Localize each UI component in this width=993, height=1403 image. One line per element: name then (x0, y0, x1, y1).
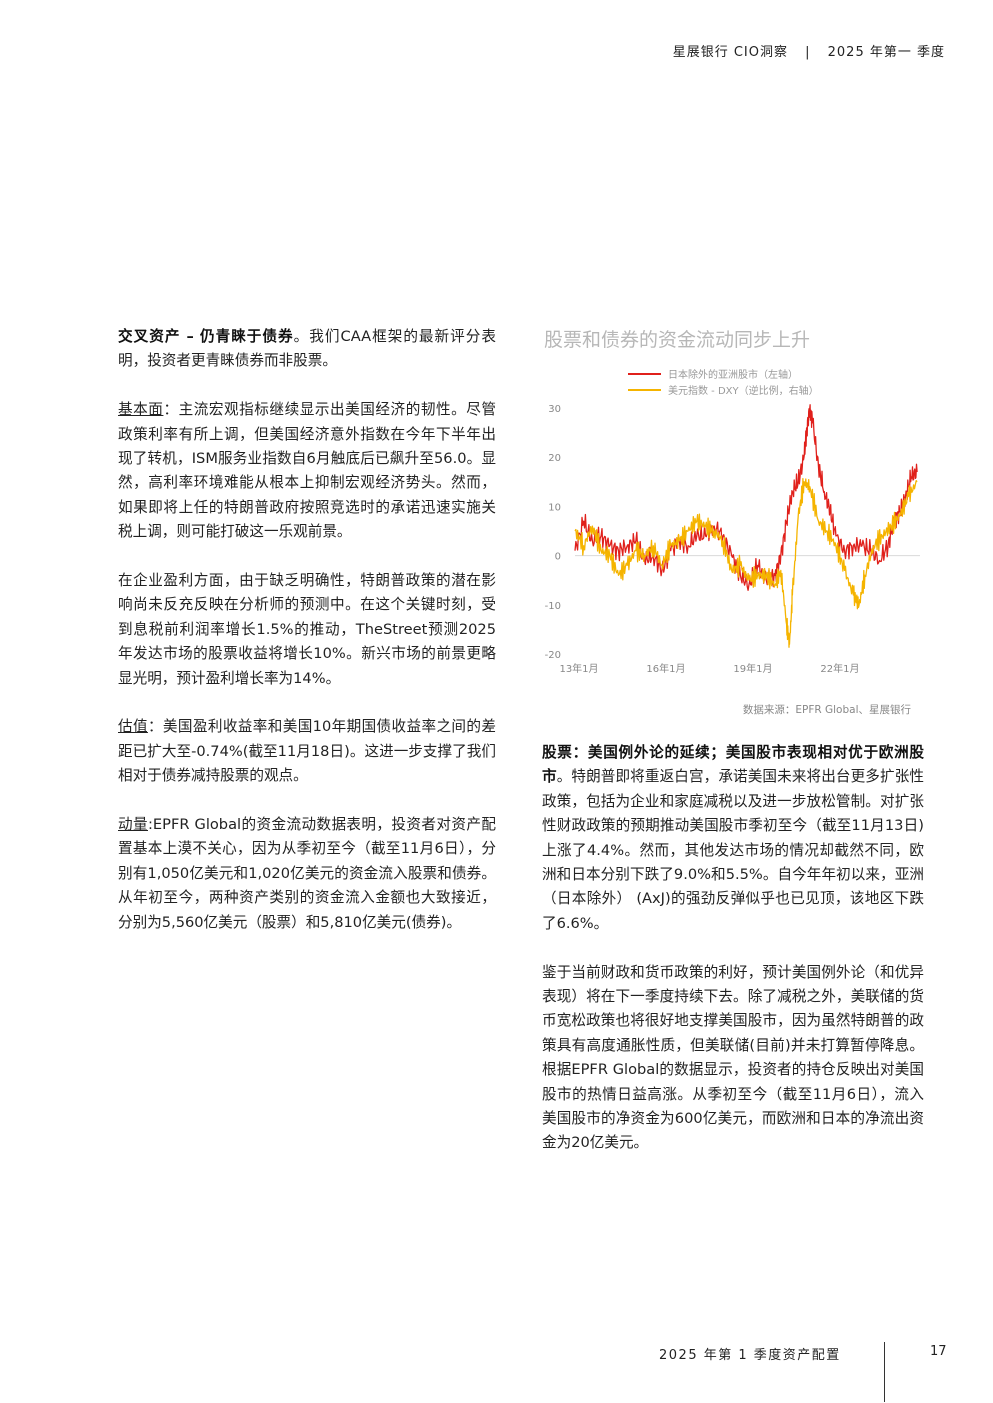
para-body: 在企业盈利方面，由于缺乏明确性，特朗普政策的潜在影响尚未反充反映在分析师的预测中… (118, 572, 496, 687)
flows-chart: 日本除外的亚洲股市（左轴） 美元指数 - DXY（逆比例，右轴） 30 20 10 0 -… (530, 360, 930, 690)
series-line-1 (574, 404, 918, 591)
para-cross-asset: 交叉资产 – 仍青睐于债券。我们CAA框架的最新评分表明，投资者更青睐债券而非股… (118, 325, 496, 374)
para-body: ：主流宏观指标继续显示出美国经济的韧性。尽管政策利率有所上调，但美国经济意外指数… (118, 401, 496, 541)
y-tick-label: 30 (548, 404, 561, 415)
para-lead: 估值 (118, 718, 148, 736)
right-column: 股票：美国例外论的延续；美国股市表现相对优于欧洲股市。特朗普即将重返白宫，承诺美… (542, 741, 924, 1180)
x-tick-label: 13年1月 (559, 662, 598, 675)
x-tick-label: 22年1月 (820, 662, 859, 675)
para-us-exceptionalism: 鉴于当前财政和货币政策的利好，预计美国例外论（和优异表现）将在下一季度持续下去。… (542, 961, 924, 1156)
para-equities: 股票：美国例外论的延续；美国股市表现相对优于欧洲股市。特朗普即将重返白宫，承诺美… (542, 741, 924, 936)
chart-source: 数据来源：EPFR Global、星展银行 (742, 704, 911, 716)
para-valuation: 估值：美国盈利收益率和美国10年期国债收益率之间的差距已扩大至-0.74%(截至… (118, 715, 496, 788)
para-momentum: 动量:EPFR Global的资金流动数据表明，投资者对资产配置基本上漠不关心，… (118, 813, 496, 935)
left-column: 交叉资产 – 仍青睐于债券。我们CAA框架的最新评分表明，投资者更青睐债券而非股… (118, 325, 496, 959)
para-body: 。特朗普即将重返白宫，承诺美国未来将出台更多扩张性政策，包括为企业和家庭减税以及… (542, 768, 924, 932)
y-tick-label: 20 (548, 453, 561, 464)
para-lead: 交叉资产 – 仍青睐于债券 (118, 328, 294, 345)
para-earnings: 在企业盈利方面，由于缺乏明确性，特朗普政策的潜在影响尚未反充反映在分析师的预测中… (118, 569, 496, 691)
legend-label: 美元指数 - DXY（逆比例，右轴） (668, 384, 819, 397)
header-separator: | (805, 45, 811, 60)
legend-label: 日本除外的亚洲股市（左轴） (668, 368, 798, 381)
chart-title: 股票和债券的资金流动同步上升 (544, 329, 811, 351)
para-lead: 基本面 (118, 401, 164, 419)
header-period: 2025 年第一 季度 (827, 45, 945, 60)
para-fundamentals: 基本面：主流宏观指标继续显示出美国经济的韧性。尽管政策利率有所上调，但美国经济意… (118, 398, 496, 544)
para-body: ：美国盈利收益率和美国10年期国债收益率之间的差距已扩大至-0.74%(截至11… (118, 718, 496, 785)
y-tick-label: 10 (548, 502, 561, 513)
footer-title: 2025 年第 1 季度资产配置 (659, 1348, 841, 1363)
page-number: 17 (930, 1344, 947, 1359)
chart-svg: 日本除外的亚洲股市（左轴） 美元指数 - DXY（逆比例，右轴） 30 20 10 0 -… (545, 368, 920, 675)
para-lead: 动量 (118, 816, 148, 834)
chart-y-axis: 30 20 10 0 -10 -20 (545, 404, 561, 661)
para-body: 。我们CAA框架的最新评分表明，投资者更青睐债券而非股票。 (118, 328, 496, 370)
footer-divider (884, 1342, 885, 1402)
y-tick-label: -10 (545, 601, 561, 612)
header-brand: 星展银行 CIO洞察 (672, 45, 788, 60)
y-tick-label: -20 (545, 650, 561, 661)
x-tick-label: 16年1月 (646, 662, 685, 675)
x-tick-label: 19年1月 (733, 662, 772, 675)
page-header: 星展银行 CIO洞察 | 2025 年第一 季度 (673, 41, 945, 60)
para-body: 鉴于当前财政和货币政策的利好，预计美国例外论（和优异表现）将在下一季度持续下去。… (542, 963, 924, 1152)
para-body: :EPFR Global的资金流动数据表明，投资者对资产配置基本上漠不关心，因为… (118, 816, 496, 931)
chart-legend: 日本除外的亚洲股市（左轴） 美元指数 - DXY（逆比例，右轴） (628, 368, 819, 397)
para-lead: 股票：美国例外论的延续；美国股市表现相对优于欧洲股市 (542, 744, 924, 786)
series-line-2 (574, 477, 918, 648)
chart-x-axis: 13年1月 16年1月 19年1月 22年1月 (559, 662, 859, 675)
chart-series (574, 404, 918, 648)
y-tick-label: 0 (555, 552, 561, 563)
